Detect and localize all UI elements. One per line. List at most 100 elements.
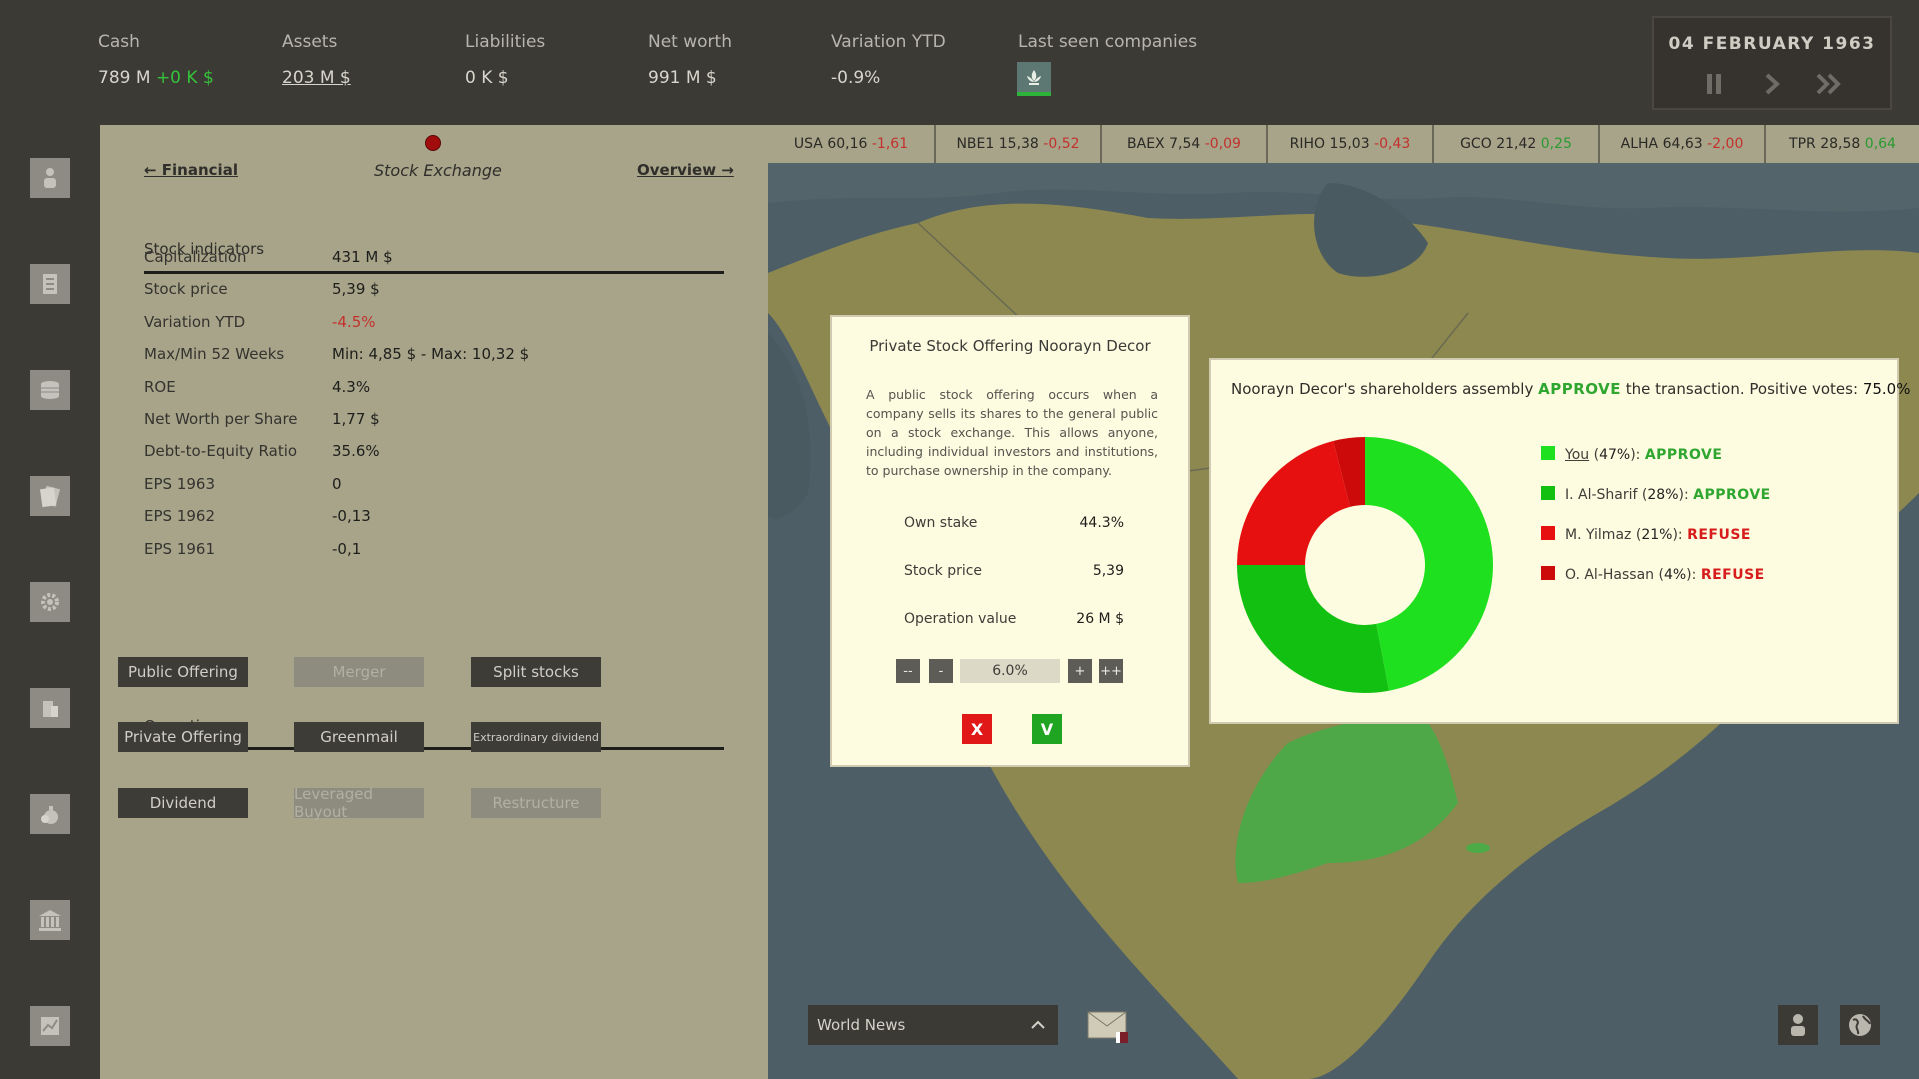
split-stocks-button[interactable]: Split stocks bbox=[471, 657, 601, 687]
offer-price-value: 5,39 bbox=[1092, 563, 1124, 579]
shareholder-vote: APPROVE bbox=[1693, 487, 1771, 503]
vote-result: APPROVE bbox=[1538, 380, 1621, 398]
legend-item: O. Al-Hassan (4%): REFUSE bbox=[1541, 566, 1765, 583]
world-news-panel[interactable]: World News bbox=[808, 1005, 1058, 1045]
sidebar-bank-button[interactable] bbox=[30, 900, 70, 940]
cash-value: 789 M bbox=[98, 68, 151, 88]
person-icon bbox=[44, 168, 56, 188]
sidebar-chart-button[interactable] bbox=[30, 1006, 70, 1046]
sidebar-papers-button[interactable] bbox=[30, 476, 70, 516]
offering-percent-field[interactable]: 6.0% bbox=[960, 659, 1060, 683]
shareholder-name: M. Yilmaz bbox=[1565, 527, 1632, 543]
increase-large-button[interactable]: ++ bbox=[1099, 659, 1123, 683]
vote-donut-chart bbox=[1237, 437, 1493, 693]
ticker-item[interactable]: GCO 21,42 0,25 bbox=[1434, 125, 1600, 163]
assets-label: Assets bbox=[282, 32, 338, 52]
fast-forward-button[interactable] bbox=[1814, 72, 1844, 103]
ticker-item[interactable]: USA 60,16 -1,61 bbox=[768, 125, 936, 163]
ticker-symbol: ALHA bbox=[1620, 136, 1659, 152]
globe-icon bbox=[1849, 1014, 1871, 1036]
sidebar-coins-button[interactable] bbox=[30, 370, 70, 410]
extraordinary-dividend-button[interactable]: Extraordinary dividend bbox=[471, 722, 601, 752]
nav-financial-link[interactable]: ← Financial bbox=[144, 161, 238, 179]
ticker-price: 7,54 bbox=[1169, 136, 1201, 152]
last-seen-company-button[interactable] bbox=[1017, 62, 1051, 96]
papers-icon bbox=[39, 485, 61, 508]
greenmail-button[interactable]: Greenmail bbox=[294, 722, 424, 752]
indicator-value: -0,13 bbox=[332, 507, 371, 526]
vote-summary: Noorayn Decor's shareholders assembly AP… bbox=[1231, 380, 1910, 398]
indicator-label: Capitalization bbox=[144, 248, 247, 266]
ticker-item[interactable]: TPR 28,58 0,64 bbox=[1766, 125, 1919, 163]
indicator-value: 431 M $ bbox=[332, 248, 393, 266]
merger-button: Merger bbox=[294, 657, 424, 687]
sidebar-money-bag-button[interactable] bbox=[30, 794, 70, 834]
liabilities-label: Liabilities bbox=[465, 32, 546, 52]
sidebar-building-button[interactable] bbox=[30, 688, 70, 728]
mail-button[interactable] bbox=[1086, 1010, 1130, 1044]
increase-button[interactable]: + bbox=[1068, 659, 1092, 683]
private-offering-button[interactable]: Private Offering bbox=[118, 722, 248, 752]
public-offering-button[interactable]: Public Offering bbox=[118, 657, 248, 687]
legend-swatch bbox=[1541, 486, 1555, 500]
indicator-label: EPS 1961 bbox=[144, 539, 215, 558]
dividend-button[interactable]: Dividend bbox=[118, 788, 248, 818]
ticker-change: -1,61 bbox=[871, 136, 909, 152]
operation-value-row: Operation value 26 M $ bbox=[904, 611, 1124, 627]
pause-button[interactable] bbox=[1704, 72, 1724, 103]
ticker-symbol: NBE1 bbox=[956, 136, 995, 152]
indicator-value: 4.3% bbox=[332, 377, 371, 396]
operation-value-label: Operation value bbox=[904, 611, 1017, 627]
shareholder-vote: REFUSE bbox=[1687, 527, 1751, 543]
last-seen-label: Last seen companies bbox=[1018, 32, 1198, 52]
variation-value: -0.9% bbox=[831, 68, 881, 88]
ticker-item[interactable]: RIHO 15,03 -0,43 bbox=[1268, 125, 1434, 163]
ticker-price: 60,16 bbox=[827, 136, 868, 152]
decrease-large-button[interactable]: -- bbox=[896, 659, 920, 683]
ticker-price: 15,03 bbox=[1329, 136, 1370, 152]
own-stake-value: 44.3% bbox=[1079, 515, 1124, 531]
confirm-button[interactable]: V bbox=[1032, 714, 1062, 744]
liabilities-stat: Liabilities 0 K $ bbox=[465, 32, 545, 88]
fast-forward-icon bbox=[1816, 73, 1841, 95]
world-view-button[interactable] bbox=[1840, 1005, 1880, 1045]
play-button[interactable] bbox=[1762, 72, 1782, 103]
ticker-item[interactable]: BAEX 7,54 -0,09 bbox=[1102, 125, 1268, 163]
operations-divider bbox=[144, 747, 724, 750]
cash-stat: Cash 789 M +0 K $ bbox=[98, 32, 214, 88]
sidebar-gear-button[interactable] bbox=[30, 582, 70, 622]
offer-price-label: Stock price bbox=[904, 563, 983, 579]
sidebar-person-button[interactable] bbox=[30, 158, 70, 198]
decrease-button[interactable]: - bbox=[929, 659, 953, 683]
indicator-value: -0,1 bbox=[332, 539, 362, 558]
cancel-button[interactable]: X bbox=[962, 714, 992, 744]
shareholder-name[interactable]: You bbox=[1565, 447, 1590, 463]
character-button[interactable] bbox=[1778, 1005, 1818, 1045]
indicator-value: 35.6% bbox=[332, 442, 380, 461]
sidebar-document-button[interactable] bbox=[30, 264, 70, 304]
indicator-label: Debt-to-Equity Ratio bbox=[144, 442, 298, 461]
ticker-change: -2,00 bbox=[1707, 136, 1744, 152]
ticker-symbol: TPR bbox=[1789, 136, 1816, 152]
chart-icon bbox=[41, 1017, 59, 1035]
coins-icon bbox=[41, 381, 59, 399]
ticker-item[interactable]: NBE1 15,38 -0,52 bbox=[936, 125, 1102, 163]
indicator-label: Variation YTD bbox=[144, 312, 246, 331]
variation-label: Variation YTD bbox=[831, 32, 946, 52]
ticker-item[interactable]: ALHA 64,63 -2,00 bbox=[1600, 125, 1766, 163]
world-news-label: World News bbox=[817, 1016, 906, 1034]
shareholder-vote: REFUSE bbox=[1700, 567, 1765, 583]
offer-price-row: Stock price 5,39 bbox=[904, 563, 1124, 579]
date-panel: 04 FEBRUARY 1963 bbox=[1652, 16, 1892, 110]
nav-overview-link[interactable]: Overview → bbox=[637, 161, 734, 179]
ticker-change: 0,25 bbox=[1540, 136, 1572, 152]
indicators-title: Stock indicators bbox=[144, 240, 265, 258]
ticker-symbol: RIHO bbox=[1289, 136, 1326, 152]
legend-swatch bbox=[1541, 446, 1555, 460]
pause-icon bbox=[1707, 74, 1721, 94]
building-icon bbox=[43, 701, 58, 717]
sidebar bbox=[0, 125, 100, 1079]
assets-value-link[interactable]: 203 M $ bbox=[282, 68, 351, 88]
legend-item: You (47%): APPROVE bbox=[1541, 446, 1722, 463]
shareholder-vote: APPROVE bbox=[1644, 447, 1723, 463]
